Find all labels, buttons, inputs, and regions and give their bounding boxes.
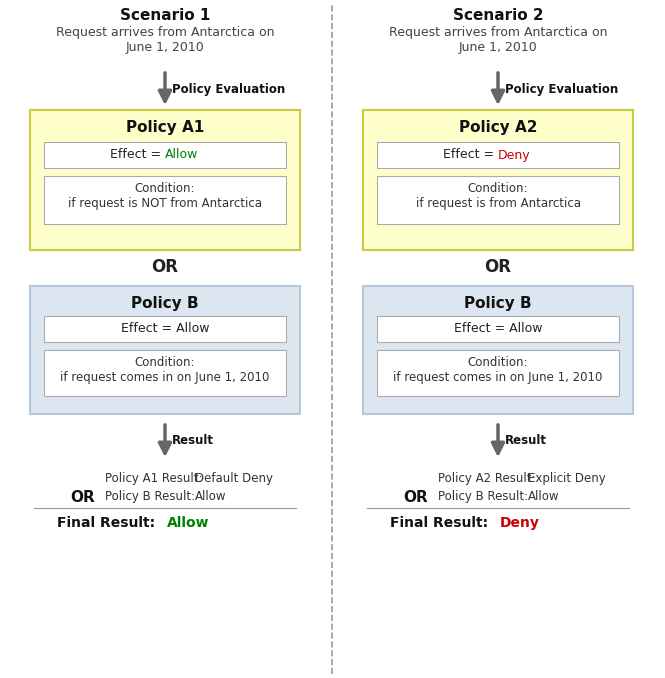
Text: Allow: Allow xyxy=(165,148,198,161)
Bar xyxy=(44,316,286,342)
Text: Condition:
if request comes in on June 1, 2010: Condition: if request comes in on June 1… xyxy=(393,356,602,384)
Bar xyxy=(30,110,300,250)
Text: Request arrives from Antarctica on
June 1, 2010: Request arrives from Antarctica on June … xyxy=(56,26,274,54)
Bar xyxy=(363,110,633,250)
Text: Policy Evaluation: Policy Evaluation xyxy=(505,83,618,96)
Text: Effect = Allow: Effect = Allow xyxy=(454,323,542,336)
Text: Policy B Result:: Policy B Result: xyxy=(438,490,528,503)
Text: Result: Result xyxy=(172,435,214,447)
Text: Policy A1: Policy A1 xyxy=(126,120,204,135)
Bar xyxy=(44,176,286,224)
Text: Condition:
if request is from Antarctica: Condition: if request is from Antarctica xyxy=(416,182,581,210)
Bar xyxy=(377,142,619,168)
Text: OR: OR xyxy=(152,258,178,276)
Text: Effect = Allow: Effect = Allow xyxy=(121,323,209,336)
Text: Default Deny: Default Deny xyxy=(195,472,273,485)
Text: OR: OR xyxy=(403,490,428,505)
Text: OR: OR xyxy=(70,490,94,505)
Text: Deny: Deny xyxy=(500,516,540,530)
Text: Condition:
if request is NOT from Antarctica: Condition: if request is NOT from Antarc… xyxy=(68,182,262,210)
Text: Policy A2 Result:: Policy A2 Result: xyxy=(438,472,535,485)
Text: Explicit Deny: Explicit Deny xyxy=(528,472,606,485)
Bar xyxy=(44,350,286,396)
Text: Policy B: Policy B xyxy=(464,296,532,311)
Bar xyxy=(44,142,286,168)
Text: Result: Result xyxy=(505,435,547,447)
Text: OR: OR xyxy=(485,258,511,276)
Bar xyxy=(30,286,300,414)
Text: Policy A2: Policy A2 xyxy=(459,120,537,135)
Text: Condition:
if request comes in on June 1, 2010: Condition: if request comes in on June 1… xyxy=(61,356,270,384)
Text: Effect =: Effect = xyxy=(110,148,165,161)
Text: Effect =: Effect = xyxy=(443,148,498,161)
Text: Policy Evaluation: Policy Evaluation xyxy=(172,83,285,96)
Text: Allow: Allow xyxy=(195,490,227,503)
Bar xyxy=(377,316,619,342)
Text: Scenario 2: Scenario 2 xyxy=(453,8,543,23)
Text: Allow: Allow xyxy=(528,490,559,503)
Bar xyxy=(363,286,633,414)
Text: Allow: Allow xyxy=(167,516,209,530)
Text: Deny: Deny xyxy=(498,148,531,161)
Text: Request arrives from Antarctica on
June 1, 2010: Request arrives from Antarctica on June … xyxy=(389,26,607,54)
Text: Final Result:: Final Result: xyxy=(390,516,498,530)
Text: Policy A1 Result:: Policy A1 Result: xyxy=(105,472,203,485)
Text: Policy B Result:: Policy B Result: xyxy=(105,490,195,503)
Text: Policy B: Policy B xyxy=(131,296,199,311)
Bar xyxy=(377,350,619,396)
Text: Scenario 1: Scenario 1 xyxy=(120,8,210,23)
Bar xyxy=(377,176,619,224)
Text: Final Result:: Final Result: xyxy=(57,516,165,530)
